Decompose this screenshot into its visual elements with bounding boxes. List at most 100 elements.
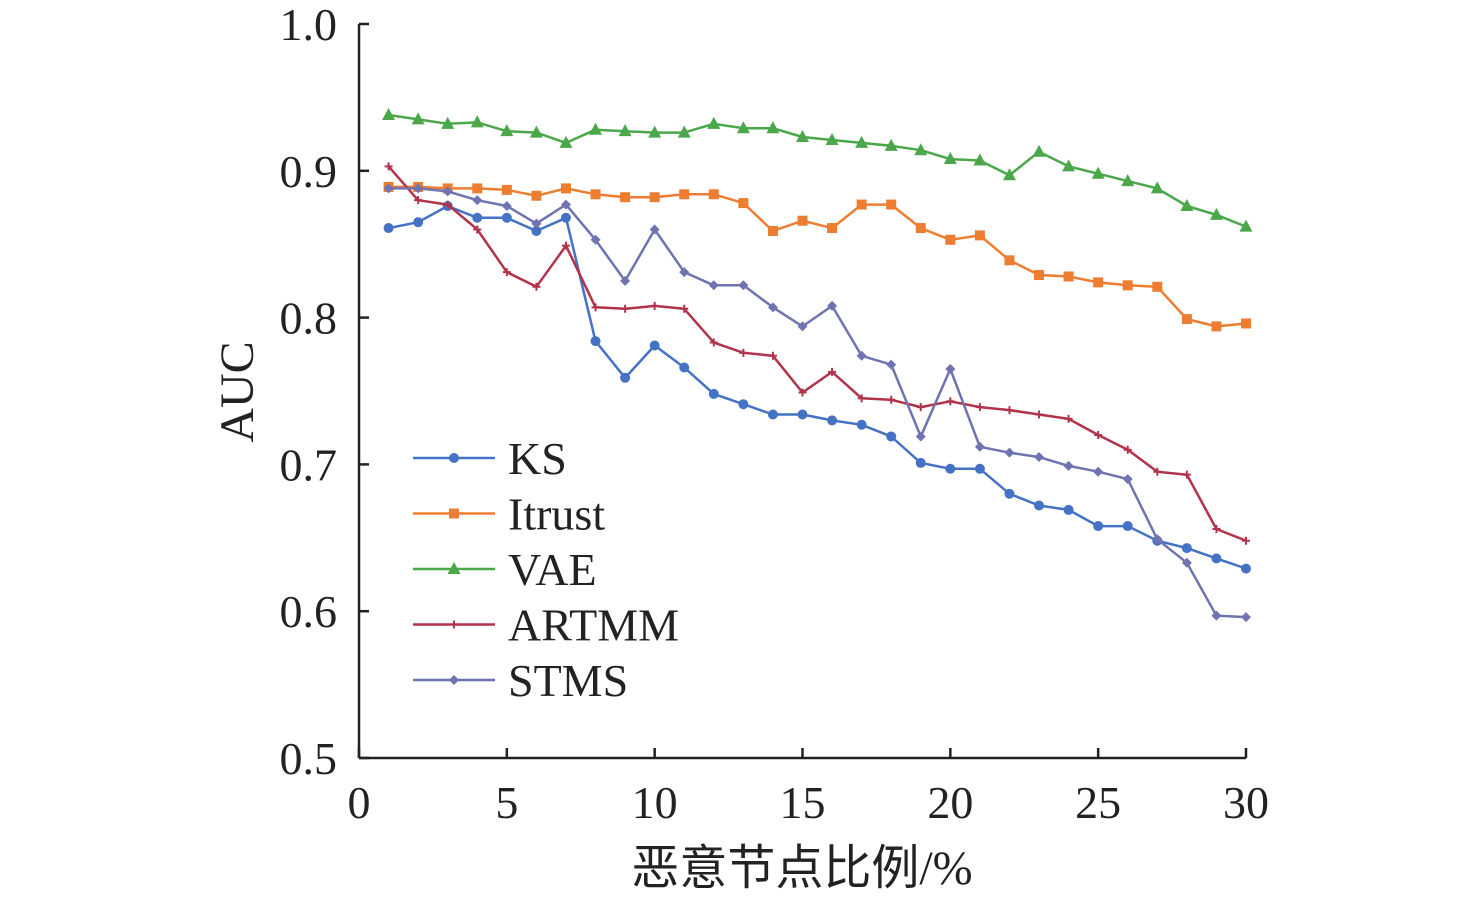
data-point-stms xyxy=(590,234,601,245)
data-point-vae xyxy=(1032,144,1046,157)
data-point-vae xyxy=(736,121,750,134)
data-point-artmm xyxy=(946,397,955,406)
data-point-itrust xyxy=(531,190,542,201)
data-point-artmm xyxy=(1182,470,1191,479)
data-point-artmm xyxy=(1035,410,1044,419)
data-point-ks xyxy=(856,419,867,430)
data-point-stms xyxy=(797,321,808,332)
data-point-itrust xyxy=(738,198,749,209)
data-point-artmm xyxy=(1005,406,1014,415)
data-point-artmm xyxy=(621,304,630,313)
data-point-vae xyxy=(411,112,425,125)
data-point-artmm xyxy=(384,162,393,171)
data-point-itrust xyxy=(1093,277,1104,288)
data-point-artmm xyxy=(591,303,600,312)
data-point-stms xyxy=(1152,534,1163,545)
data-point-artmm xyxy=(1094,431,1103,440)
legend-label: Itrust xyxy=(508,489,605,540)
data-point-itrust xyxy=(915,223,926,234)
data-point-artmm xyxy=(857,394,866,403)
data-point-ks xyxy=(501,212,512,223)
data-point-artmm xyxy=(1212,524,1221,533)
data-point-vae xyxy=(382,108,396,121)
data-point-ks xyxy=(590,336,601,347)
data-point-itrust xyxy=(708,189,719,200)
legend-item-ks: KS xyxy=(413,433,567,484)
data-point-vae xyxy=(796,130,809,143)
data-point-stms xyxy=(886,359,897,370)
data-point-artmm xyxy=(502,268,511,277)
data-point-ks xyxy=(679,362,690,373)
data-point-itrust xyxy=(679,189,690,200)
data-point-vae xyxy=(441,116,455,129)
data-point-artmm xyxy=(532,282,541,291)
series-line-stms xyxy=(388,187,1247,619)
data-point-ks xyxy=(1034,500,1045,511)
data-point-artmm xyxy=(1064,414,1073,423)
y-tick-label: 0.7 xyxy=(280,439,338,490)
data-point-vae xyxy=(1091,166,1105,179)
data-point-stms xyxy=(945,363,956,374)
x-tick-label: 25 xyxy=(1075,777,1121,828)
data-point-stms xyxy=(1093,466,1104,477)
data-point-vae xyxy=(973,153,987,166)
data-point-artmm xyxy=(739,348,748,357)
data-point-artmm xyxy=(561,241,570,250)
data-point-itrust xyxy=(856,199,867,210)
legend-swatch-marker xyxy=(449,675,459,685)
data-point-ks xyxy=(649,340,660,351)
series-vae xyxy=(382,108,1253,232)
data-point-artmm xyxy=(709,338,718,347)
series-layer xyxy=(382,108,1253,623)
data-point-artmm xyxy=(1123,445,1132,454)
data-point-itrust xyxy=(501,184,512,195)
data-point-vae xyxy=(500,124,514,137)
data-point-ks xyxy=(1063,504,1074,515)
legend-item-artmm: ARTMM xyxy=(413,600,679,651)
data-point-stms xyxy=(856,350,867,361)
legend-label: KS xyxy=(508,433,567,484)
data-point-itrust xyxy=(1034,270,1045,281)
data-point-ks xyxy=(886,431,897,442)
data-point-itrust xyxy=(797,215,808,226)
data-point-stms xyxy=(1122,474,1133,485)
x-tick-label: 30 xyxy=(1223,777,1269,828)
data-point-artmm xyxy=(828,367,837,376)
legend-item-stms: STMS xyxy=(413,655,628,706)
data-point-stms xyxy=(620,275,631,286)
data-point-vae xyxy=(1062,159,1076,172)
data-point-stms xyxy=(708,280,719,291)
x-tick-label: 5 xyxy=(495,777,518,828)
data-point-ks xyxy=(915,457,926,468)
data-point-artmm xyxy=(916,403,925,412)
legend-item-itrust: Itrust xyxy=(413,489,605,540)
data-point-artmm xyxy=(975,403,984,412)
data-point-itrust xyxy=(560,183,571,194)
data-point-artmm xyxy=(798,388,807,397)
data-point-itrust xyxy=(1181,314,1192,325)
data-point-stms xyxy=(413,183,424,194)
legend-swatch-marker xyxy=(447,562,461,574)
x-tick-label: 15 xyxy=(780,777,826,828)
data-point-vae xyxy=(1180,199,1194,212)
data-point-stms xyxy=(472,195,483,206)
data-point-artmm xyxy=(768,351,777,360)
y-tick-label: 0.9 xyxy=(280,146,338,197)
data-point-ks xyxy=(974,463,985,474)
data-point-ks xyxy=(827,415,838,426)
data-point-itrust xyxy=(827,223,838,234)
data-point-itrust xyxy=(1063,271,1074,282)
data-point-ks xyxy=(472,212,483,223)
data-point-itrust xyxy=(974,230,985,241)
data-point-ks xyxy=(1181,543,1192,554)
data-point-ks xyxy=(1211,553,1222,564)
data-point-itrust xyxy=(472,183,483,194)
data-point-stms xyxy=(738,280,749,291)
data-point-vae xyxy=(1002,168,1016,181)
data-point-stms xyxy=(1063,460,1074,471)
series-line-artmm xyxy=(387,165,1247,542)
data-point-itrust xyxy=(649,192,660,203)
data-point-ks xyxy=(1004,488,1015,499)
